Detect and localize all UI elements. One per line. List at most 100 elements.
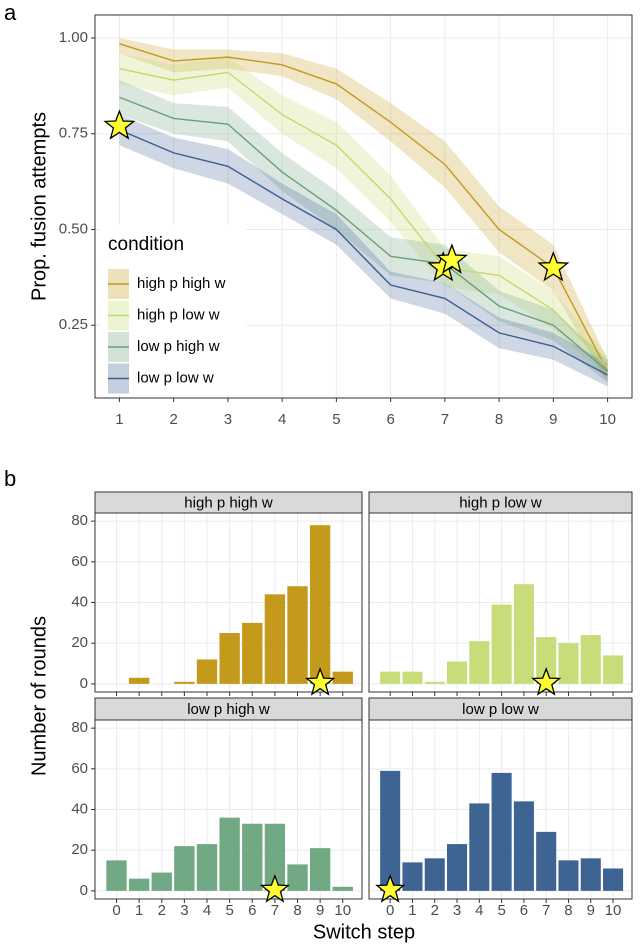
x-tick-label: 1 xyxy=(135,902,143,919)
facet-title: low p high w xyxy=(187,701,270,718)
panel-border xyxy=(368,719,633,900)
line xyxy=(119,96,609,372)
bar xyxy=(219,633,240,684)
bar xyxy=(219,817,240,891)
x-tick-label: 3 xyxy=(180,902,188,919)
y-tick-label: 0.25 xyxy=(59,316,88,333)
y-tick-label: 60 xyxy=(71,553,88,570)
x-tick-label: 6 xyxy=(248,902,256,919)
x-tick-label: 6 xyxy=(386,411,394,428)
bar xyxy=(106,860,127,891)
x-tick-label: 7 xyxy=(271,902,279,919)
bar xyxy=(491,772,512,891)
bar xyxy=(469,803,490,891)
ribbon xyxy=(119,37,608,383)
bar xyxy=(128,878,150,891)
x-tick-label: 8 xyxy=(495,411,503,428)
bar xyxy=(332,886,353,891)
x-tick-label: 10 xyxy=(599,411,616,428)
bar xyxy=(447,844,468,891)
legend-label: high p high w xyxy=(137,275,226,292)
bar xyxy=(309,525,331,684)
star-marker xyxy=(435,243,468,274)
star-marker xyxy=(259,874,290,903)
y-tick-label: 40 xyxy=(71,593,88,610)
x-tick-label: 3 xyxy=(453,902,461,919)
facet-title: high p low w xyxy=(459,494,542,511)
x-tick-label: 4 xyxy=(278,411,286,428)
y-tick-label: 20 xyxy=(71,841,88,858)
panel-label: b xyxy=(4,466,16,491)
x-tick-label: 2 xyxy=(431,902,439,919)
x-tick-label: 1 xyxy=(115,411,123,428)
bar xyxy=(603,868,624,891)
x-tick-label: 1 xyxy=(408,902,416,919)
panel-label: a xyxy=(4,0,17,25)
bar xyxy=(196,659,218,684)
facet-title: high p high w xyxy=(184,494,273,511)
ribbon xyxy=(119,114,608,387)
x-tick-label: 5 xyxy=(225,902,233,919)
y-axis-title: Number of rounds xyxy=(28,616,50,776)
star-marker xyxy=(305,667,336,696)
x-tick-label: 8 xyxy=(293,902,301,919)
star-marker xyxy=(375,874,406,903)
line xyxy=(119,43,609,372)
star-marker xyxy=(103,109,136,140)
bar xyxy=(469,641,490,684)
legend: condition high p high w high p low w low p … xyxy=(100,225,246,395)
bar xyxy=(536,637,557,684)
y-tick-label: 0 xyxy=(80,882,88,899)
star-marker xyxy=(531,667,562,696)
bar xyxy=(580,858,601,891)
legend-label: high p low w xyxy=(137,306,220,323)
x-tick-label: 10 xyxy=(334,902,351,919)
bar xyxy=(264,594,286,684)
bar xyxy=(424,681,445,684)
ribbon xyxy=(119,53,608,379)
x-axis-title: Switch step xyxy=(313,921,415,943)
x-tick-label: 9 xyxy=(587,902,595,919)
bar xyxy=(380,770,401,891)
bar xyxy=(174,681,195,684)
y-axis-title: Prop. fusion attempts xyxy=(28,112,50,301)
x-tick-label: 5 xyxy=(497,902,505,919)
bar xyxy=(174,846,195,891)
line xyxy=(119,129,608,376)
star-marker xyxy=(537,250,570,282)
bar xyxy=(424,858,445,891)
legend-label: low p low w xyxy=(137,369,214,386)
y-tick-label: 80 xyxy=(71,512,88,529)
bar xyxy=(402,862,423,891)
bar xyxy=(151,872,172,891)
x-tick-label: 7 xyxy=(542,902,550,919)
panel-border xyxy=(94,14,633,399)
x-tick-label: 2 xyxy=(158,902,166,919)
bar xyxy=(513,801,534,891)
x-tick-label: 9 xyxy=(549,411,557,428)
y-tick-label: 0.50 xyxy=(59,220,88,237)
bar xyxy=(242,823,263,891)
facet-title: low p low w xyxy=(462,701,539,718)
bar xyxy=(287,864,308,891)
y-tick-label: 60 xyxy=(71,760,88,777)
bar xyxy=(447,661,468,684)
x-tick-label: 4 xyxy=(203,902,211,919)
bar xyxy=(402,671,423,684)
y-tick-label: 80 xyxy=(71,719,88,736)
bar xyxy=(380,671,401,684)
bar xyxy=(580,635,601,684)
panel-border xyxy=(94,512,363,693)
bar xyxy=(128,677,150,684)
x-tick-label: 5 xyxy=(332,411,340,428)
y-tick-label: 20 xyxy=(71,634,88,651)
x-tick-label: 8 xyxy=(564,902,572,919)
bar xyxy=(287,586,308,684)
bar xyxy=(558,860,579,891)
panel-border xyxy=(94,719,363,900)
x-tick-label: 10 xyxy=(605,902,622,919)
y-tick-label: 40 xyxy=(71,800,88,817)
x-tick-label: 6 xyxy=(520,902,528,919)
bar xyxy=(536,831,557,891)
legend-title: condition xyxy=(108,234,184,255)
